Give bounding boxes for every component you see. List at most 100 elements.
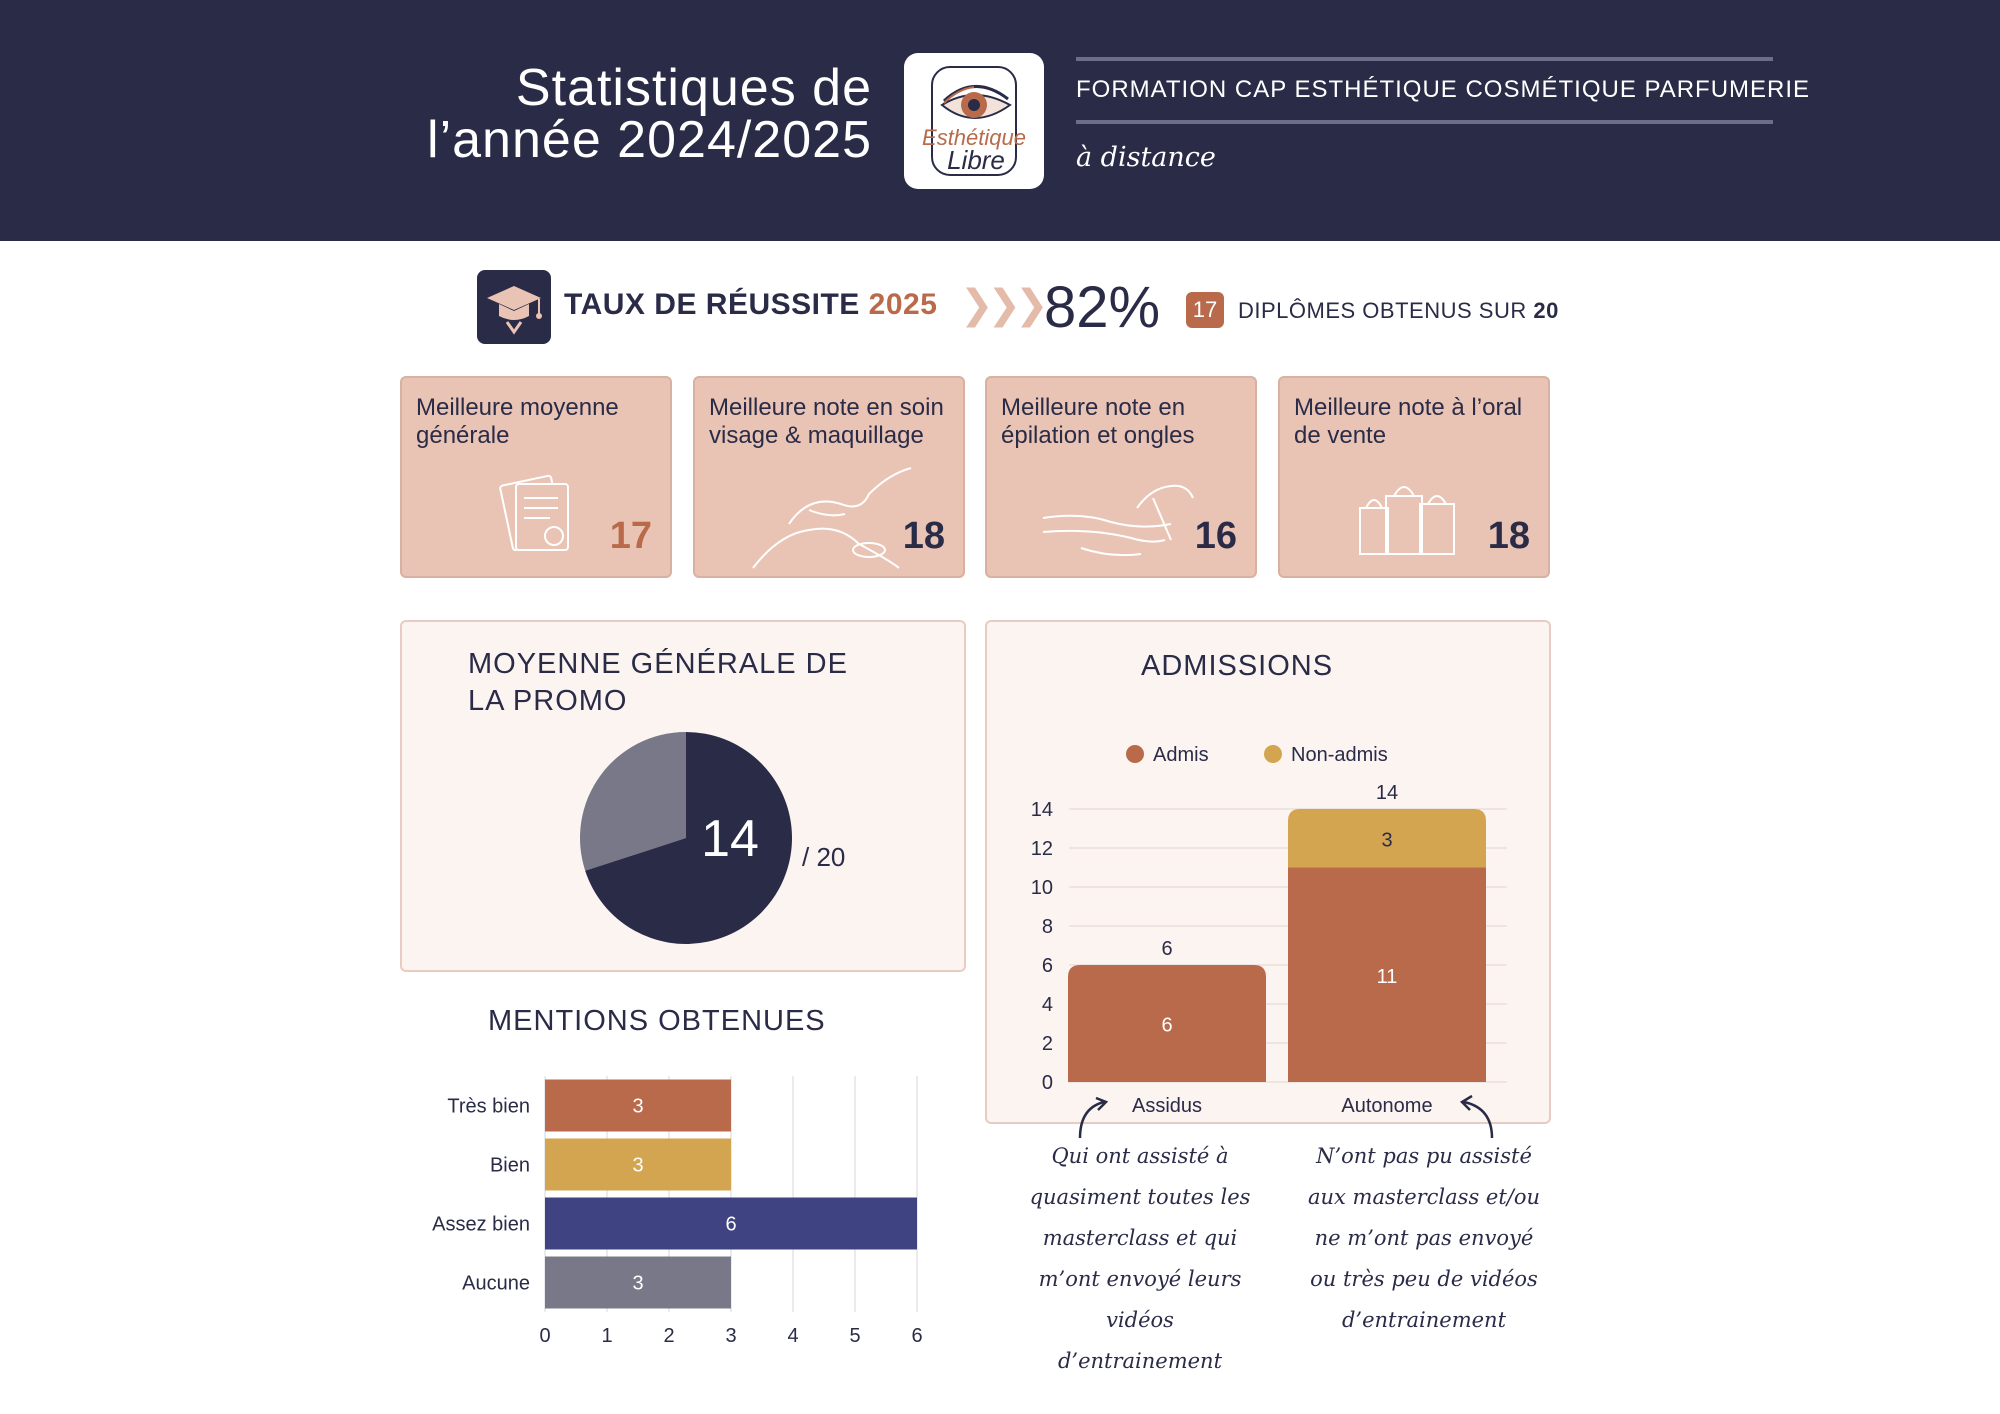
diplomas-total: 20 [1533,298,1559,323]
y-tick-label: 8 [1042,916,1053,938]
category-label: Très bien [447,1096,530,1118]
note-line: vidéos d’entrainement [1057,1308,1223,1373]
curved-arrow-right-icon [1463,1100,1494,1139]
note-assidus: Qui ont assisté à quasiment toutes les m… [1022,1136,1258,1382]
average-chart-title: MOYENNE GÉNÉRALE DE LA PROMO [468,648,848,717]
y-tick-label: 12 [1031,838,1053,860]
report-card-icon [499,474,569,552]
stacked-bar-segment [1068,965,1266,1082]
x-tick-label: 3 [725,1325,736,1347]
note-line: Qui ont assisté à [1051,1144,1229,1168]
note-line: quasiment toutes les [1029,1185,1251,1209]
title-line-2: l’année 2024/2025 [427,111,872,169]
admissions-stacked-bar-chart: Admis Non-admis 0 2 4 6 8 10 12 14 6 6 Assidus 11 3 14 A… [1031,744,1507,1117]
logo-text-2: Libre [947,145,1005,175]
category-label: Assez bien [432,1214,530,1236]
segment-value-label: 11 [1377,966,1398,988]
y-tick-label: 4 [1042,994,1053,1016]
x-tick-label: 0 [539,1325,550,1347]
note-line: ou très peu de vidéos [1310,1267,1538,1291]
pie-slice-remaining [580,732,686,871]
logo-text-1: Esthétique [922,125,1026,150]
bar [545,1138,731,1191]
card-best-sales-oral: Meilleure note à l’oral de vente 18 [1278,376,1550,578]
y-tick-label: 0 [1042,1072,1053,1094]
note-line: d’entrainement [1341,1308,1507,1332]
note-line: ne m’ont pas envoyé [1314,1226,1534,1250]
bar-total-label: 14 [1376,782,1398,804]
note-autonome: N’ont pas pu assisté aux masterclass et/… [1302,1136,1546,1341]
card-value: 16 [1194,515,1237,557]
pie-center-label: 14 [701,810,759,868]
stacked-bar-segment [1288,809,1486,868]
x-tick-label: 2 [663,1325,674,1347]
pie-suffix-label: / 20 [802,842,845,872]
x-tick-label: 1 [601,1325,612,1347]
card-best-facial-makeup: Meilleure note en soin visage & maquilla… [693,376,965,578]
admissions-chart-title: ADMISSIONS [1141,650,1334,682]
bar-value-label: 3 [632,1096,643,1118]
segment-value-label: 3 [1381,829,1392,851]
x-tick-label: 5 [849,1325,860,1347]
x-tick-label: 6 [911,1325,922,1347]
legend-label: Admis [1153,744,1209,766]
card-label: Meilleure note à l’oral de vente [1294,394,1523,449]
note-line: masterclass et qui [1042,1226,1238,1250]
nails-icon [1042,484,1194,557]
note-line: N’ont pas pu assisté [1316,1144,1532,1168]
card-value: 17 [609,515,652,557]
card-label: Meilleure moyenne générale [416,394,619,449]
legend-swatch [1126,745,1144,763]
stacked-bar-segment [1288,867,1486,1082]
success-rate-value: 82% [1044,275,1161,340]
annotation-arrows [1078,1094,1494,1139]
note-line: m’ont envoyé leurs [1038,1267,1242,1291]
x-tick-label: 4 [787,1325,798,1347]
category-label: Autonome [1341,1095,1432,1117]
header-rule-top [1076,57,1773,61]
chevrons-right-icon: ❯❯❯ [960,283,1049,327]
success-rate-row: TAUX DE RÉUSSITE 2025 ❯❯❯ 82% 17 DIPLÔME… [0,268,2000,348]
bar-value-label: 3 [632,1155,643,1177]
legend-swatch [1264,745,1282,763]
admissions-panel: ADMISSIONS Admis Non-admis 0 2 4 6 8 10 12 14 6 6 As… [985,620,1551,1124]
page-title: Statistiques de l’année 2024/2025 [427,62,872,166]
bar-value-label: 3 [632,1273,643,1295]
curved-arrow-left-icon [1078,1100,1105,1139]
logo: Esthétique Libre [904,53,1044,189]
card-best-average: Meilleure moyenne générale 17 [400,376,672,578]
card-value: 18 [1487,515,1530,557]
bar-total-label: 6 [1161,938,1172,960]
title-line-1: Statistiques de [515,59,872,117]
header-rule-bottom [1076,120,1773,124]
diplomas-label: DIPLÔMES OBTENUS SUR [1238,298,1527,323]
success-rate-year: 2025 [868,288,938,321]
pie-slice-average [585,732,792,944]
y-tick-label: 14 [1031,799,1053,821]
y-tick-label: 6 [1042,955,1053,977]
category-label: Aucune [462,1273,530,1295]
mentions-bar-chart: 0 1 2 3 4 5 6 3 Très bien 3 Bien 6 Assez bien 3 Aucune [432,1076,923,1347]
y-tick-label: 2 [1042,1033,1053,1055]
average-pie-chart: 14 / 20 [580,732,845,944]
card-value: 18 [902,515,945,557]
diplomas-text: DIPLÔMES OBTENUS SUR 20 [1238,298,1559,324]
card-label: Meilleure note en épilation et ongles [1001,394,1195,449]
diplomas-obtained-badge: 17 [1186,292,1224,328]
formation-title: FORMATION CAP ESTHÉTIQUE COSMÉTIQUE PARF… [1076,76,1811,103]
bar [545,1079,731,1132]
average-panel: MOYENNE GÉNÉRALE DE LA PROMO 14 / 20 [400,620,966,972]
eye-logo-icon: Esthétique Libre [922,66,1026,176]
bar [545,1197,917,1250]
success-rate-text: TAUX DE RÉUSSITE [564,288,860,321]
y-tick-label: 10 [1031,877,1053,899]
category-label: Assidus [1132,1095,1202,1117]
category-label: Bien [490,1155,530,1177]
legend-label: Non-admis [1291,744,1388,766]
card-label: Meilleure note en soin visage & maquilla… [709,394,944,449]
bar [545,1256,731,1309]
graduation-cap-icon [477,270,551,344]
segment-value-label: 6 [1161,1015,1172,1037]
success-rate-label: TAUX DE RÉUSSITE 2025 [564,288,937,322]
card-best-waxing-nails: Meilleure note en épilation et ongles 16 [985,376,1257,578]
